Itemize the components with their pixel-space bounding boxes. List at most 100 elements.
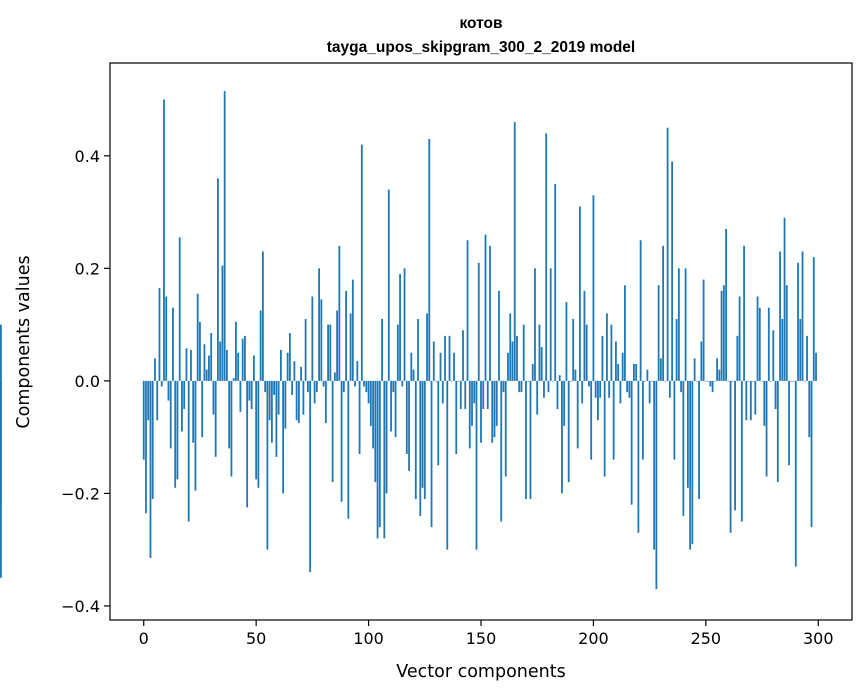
bar: [248, 380, 251, 401]
bar: [633, 364, 635, 381]
bar: [363, 380, 365, 387]
bar: [736, 335, 739, 381]
bar: [630, 380, 633, 505]
bar: [547, 380, 550, 393]
bar: [579, 206, 581, 381]
bar: [520, 380, 523, 393]
bar: [680, 380, 683, 393]
bar: [498, 290, 500, 381]
bar: [707, 380, 709, 382]
bar: [475, 380, 478, 550]
bar: [149, 380, 152, 559]
x-tick-label: 100: [353, 629, 384, 648]
bar: [507, 352, 509, 381]
bar: [473, 380, 476, 404]
y-tick-label: 0.0: [75, 372, 100, 391]
bar: [617, 364, 620, 381]
bar: [729, 380, 732, 533]
bar: [387, 189, 390, 381]
bar: [414, 380, 417, 500]
bar: [509, 313, 512, 381]
bar: [264, 380, 267, 393]
bar: [590, 380, 593, 460]
bar: [423, 380, 426, 500]
bar: [356, 361, 359, 381]
bar: [803, 380, 806, 382]
bar: [279, 349, 282, 381]
bar: [567, 380, 570, 483]
bar: [408, 380, 410, 471]
bar: [201, 380, 204, 438]
bar: [399, 273, 401, 381]
bar: [327, 324, 329, 381]
bar: [767, 307, 770, 381]
bar: [668, 380, 671, 398]
bar: [360, 144, 363, 381]
y-axis-ticks: −0.4 −0.2 0.0 0.2 0.4: [61, 147, 110, 616]
bar: [187, 380, 190, 522]
bar: [300, 366, 303, 381]
bar: [437, 380, 440, 466]
bar: [792, 380, 795, 382]
bar: [585, 324, 588, 381]
bar: [349, 313, 352, 381]
bar: [675, 318, 678, 381]
x-tick-label: 150: [466, 629, 497, 648]
bar: [210, 333, 213, 381]
bar: [374, 380, 377, 483]
bar: [169, 380, 172, 449]
bar: [644, 380, 647, 382]
bar: [405, 380, 408, 455]
bar: [704, 380, 707, 382]
bar: [336, 310, 338, 381]
bar: [572, 318, 575, 381]
bar: [394, 380, 397, 438]
bar: [574, 369, 577, 381]
bar: [743, 245, 745, 381]
bar: [531, 364, 534, 381]
bar: [284, 380, 287, 429]
bar: [178, 237, 181, 381]
bar: [684, 268, 687, 381]
bar: [466, 240, 469, 381]
bar: [745, 380, 748, 421]
bar: [545, 133, 548, 381]
bar: [781, 318, 784, 381]
bar: [322, 380, 325, 387]
bar: [558, 375, 561, 381]
x-tick-label: 50: [246, 629, 266, 648]
bar: [583, 290, 586, 381]
bar: [293, 361, 296, 381]
bar: [273, 380, 276, 395]
bar: [464, 380, 467, 410]
bar: [700, 341, 703, 381]
bar: [365, 380, 368, 393]
bar: [421, 380, 424, 488]
bar: [576, 380, 579, 449]
bar: [383, 380, 386, 539]
bar: [653, 380, 656, 550]
bar: [797, 262, 799, 381]
bar: [318, 268, 321, 381]
bar: [232, 378, 235, 381]
bar: [529, 380, 532, 500]
bar: [288, 333, 291, 381]
bar: [747, 380, 750, 382]
bar: [174, 380, 177, 488]
bar: [738, 296, 741, 381]
bar: [662, 245, 665, 381]
x-tick-label: 0: [139, 629, 149, 648]
bar: [561, 380, 563, 494]
bar: [309, 380, 312, 573]
bar: [808, 380, 811, 438]
bar: [495, 380, 498, 426]
bar: [779, 251, 781, 381]
bar: [302, 380, 305, 415]
bar: [291, 380, 294, 395]
bar: [599, 380, 602, 398]
bar: [772, 330, 775, 381]
bar: [749, 380, 752, 421]
bar: [581, 380, 584, 404]
bar: [691, 380, 694, 545]
bar: [639, 240, 642, 381]
